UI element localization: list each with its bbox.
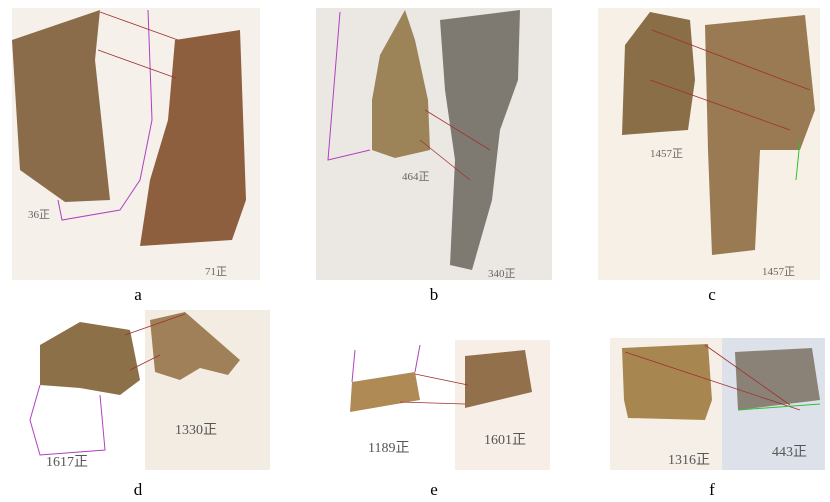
panel-d: 1617正 1330正 d	[30, 310, 270, 499]
caption: 1330正	[175, 423, 217, 438]
caption: 1617正	[46, 455, 88, 470]
panel-label: c	[708, 285, 716, 304]
fragment	[735, 348, 820, 410]
caption: 443正	[772, 445, 807, 460]
figure: 36正 71正 a 464正 340正 b 1457正 1457正 c 1617…	[0, 0, 830, 502]
outline	[30, 385, 105, 455]
caption: 1601正	[484, 433, 526, 448]
panel-label: a	[134, 285, 142, 304]
panel-label: e	[430, 480, 438, 499]
caption: 71正	[205, 266, 227, 278]
panel-e: 1189正 1601正 e	[350, 340, 550, 499]
panel-f: 1316正 443正 f	[610, 338, 825, 499]
panel-c: 1457正 1457正 c	[598, 8, 820, 304]
caption: 1316正	[668, 453, 710, 468]
fragment	[12, 10, 110, 202]
caption: 340正	[488, 268, 516, 280]
caption: 464正	[402, 171, 430, 183]
caption: 1457正	[650, 148, 683, 160]
fragment	[40, 322, 140, 395]
caption: 1189正	[368, 441, 409, 456]
caption: 1457正	[762, 266, 795, 278]
panel-b: 464正 340正 b	[316, 8, 552, 304]
caption: 36正	[28, 209, 50, 221]
panel-label: b	[430, 285, 439, 304]
panel-label: d	[134, 480, 143, 499]
panel-label: f	[709, 480, 715, 499]
panel-a: 36正 71正 a	[12, 8, 260, 304]
fragment	[350, 372, 420, 412]
